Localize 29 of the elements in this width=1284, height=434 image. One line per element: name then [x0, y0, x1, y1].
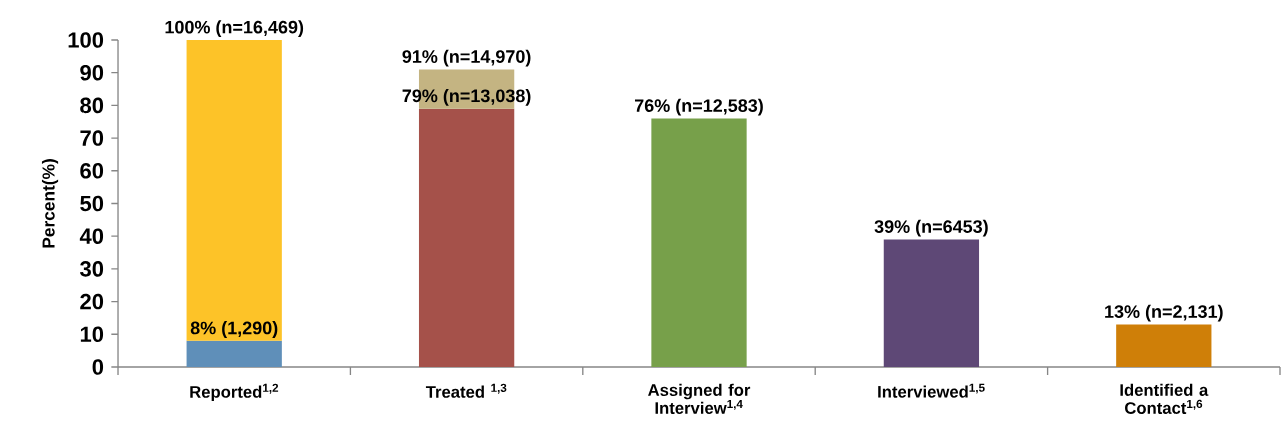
bar — [883, 239, 980, 367]
bar — [186, 39, 282, 341]
x-tick-label: Identified a Contact$^{1,6}$ — [1120, 383, 1209, 414]
y-tick-label: 50 — [80, 195, 104, 212]
total-label: 91% (n=14,970) — [402, 49, 531, 67]
x-tick-label: Treated $^{1,3}$ — [425, 383, 507, 398]
y-tick-label: 90 — [80, 64, 104, 81]
x-tick-label: Reported$^{1,2}$ — [190, 383, 279, 402]
y-tick-label: 70 — [80, 130, 104, 146]
total-label: 100% (n=16,469) — [165, 20, 304, 38]
y-tick-label: 0 — [92, 359, 104, 375]
y-tick-label: 100 — [68, 32, 104, 48]
y-tick-label: 60 — [80, 162, 104, 179]
x-tick-label: Assigned for Interview$^{1,4}$ — [648, 383, 751, 414]
bar — [418, 108, 515, 367]
bar — [1116, 324, 1212, 367]
y-tick-label: 20 — [80, 293, 104, 310]
y-tick-label: 40 — [79, 228, 104, 244]
y-tick-label: 30 — [80, 261, 104, 277]
data-label: 39% (n=6453) — [874, 219, 988, 237]
data-label: 8% (1,290) — [190, 321, 278, 338]
y-tick-label: 80 — [80, 97, 104, 114]
data-label: 13% (n=2,131) — [1105, 304, 1223, 322]
bar — [651, 118, 747, 367]
y-tick-label: 10 — [80, 326, 104, 343]
bar — [186, 340, 282, 367]
x-tick-label: Interviewed$^{1,5}$ — [878, 383, 985, 398]
y-axis-title: Percent(%) — [41, 159, 59, 248]
data-label: 76% (n=12,583) — [634, 98, 763, 116]
